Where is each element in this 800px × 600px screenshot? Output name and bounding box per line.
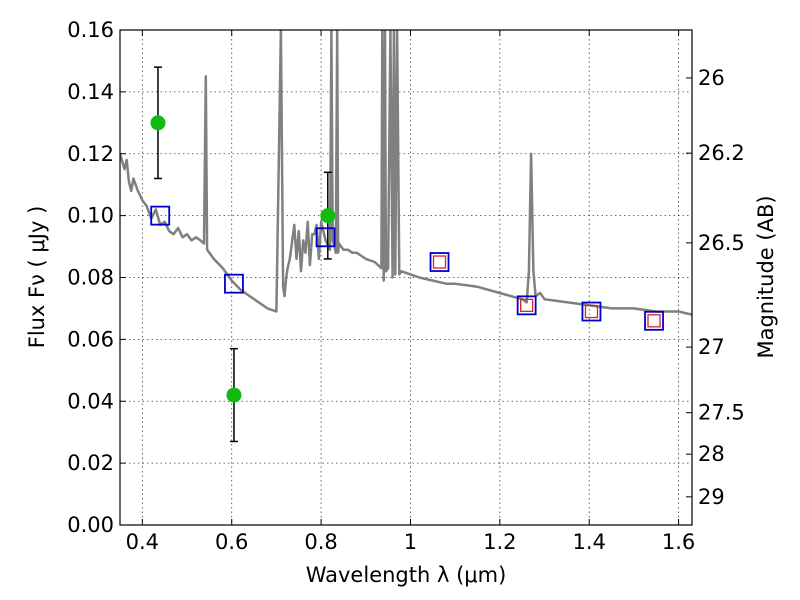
y-tick-label: 0.14 (67, 80, 114, 104)
model-photometry-box (315, 227, 336, 248)
y-tick-label: 0.00 (67, 513, 114, 537)
model-photometry-box (516, 295, 537, 316)
model-photometry-box (429, 252, 450, 272)
y-tick-label: 0.12 (67, 142, 114, 166)
axis-ticks (120, 29, 692, 526)
y-tick-label: 0.04 (67, 389, 114, 413)
model-spectrum (120, 30, 692, 316)
x-tick-label: 0.4 (126, 530, 159, 554)
x-tick-label: 0.6 (215, 530, 248, 554)
error-bars (153, 66, 332, 443)
upper-limit-box (584, 304, 599, 319)
observed-points (150, 115, 336, 403)
y-tick-label: 0.10 (67, 204, 114, 228)
x-tick-label: 1.6 (662, 530, 695, 554)
y2-tick-label: 26 (698, 66, 725, 90)
y2-tick-label: 27 (698, 335, 725, 359)
x-tick-label: 1 (404, 530, 417, 554)
tick-labels: 0.4 0.6 0.8 1 1.2 1.4 1.6 0.00 0.02 0.04 0.06 0.08 0… (67, 18, 745, 554)
observed-point (320, 208, 336, 224)
model-spectrum-line (120, 30, 692, 316)
x-tick-label: 0.8 (304, 530, 337, 554)
y2-tick-label: 27.5 (698, 401, 745, 425)
y-tick-label: 0.02 (67, 451, 114, 475)
observed-point (226, 387, 242, 403)
x-axis-label: Wavelength λ (μm) (306, 563, 507, 587)
y-tick-label: 0.16 (67, 18, 114, 42)
upper-limit-box (647, 314, 661, 328)
model-photometry-box (581, 301, 602, 322)
y2-axis-label: Magnitude (AB) (754, 195, 778, 358)
x-tick-label: 1.4 (573, 530, 606, 554)
model-photometry-box (644, 310, 664, 331)
y2-tick-label: 26.5 (698, 231, 745, 255)
x-tick-label: 1.2 (483, 530, 516, 554)
upper-limit-box (432, 255, 447, 269)
observed-point (150, 115, 166, 131)
grid-lines (120, 29, 692, 526)
y-tick-label: 0.06 (67, 327, 114, 351)
model-photometry-box (150, 205, 171, 226)
y2-tick-label: 26.2 (698, 141, 745, 165)
y2-tick-label: 28 (698, 442, 725, 466)
y-tick-label: 0.08 (67, 266, 114, 290)
model-photometry-boxes (150, 205, 664, 331)
model-photometry-box (224, 273, 244, 294)
upper-limit-box (520, 298, 534, 312)
y2-tick-label: 29 (698, 485, 725, 509)
y-axis-label: Flux Fν ( μJy ) (25, 206, 49, 349)
